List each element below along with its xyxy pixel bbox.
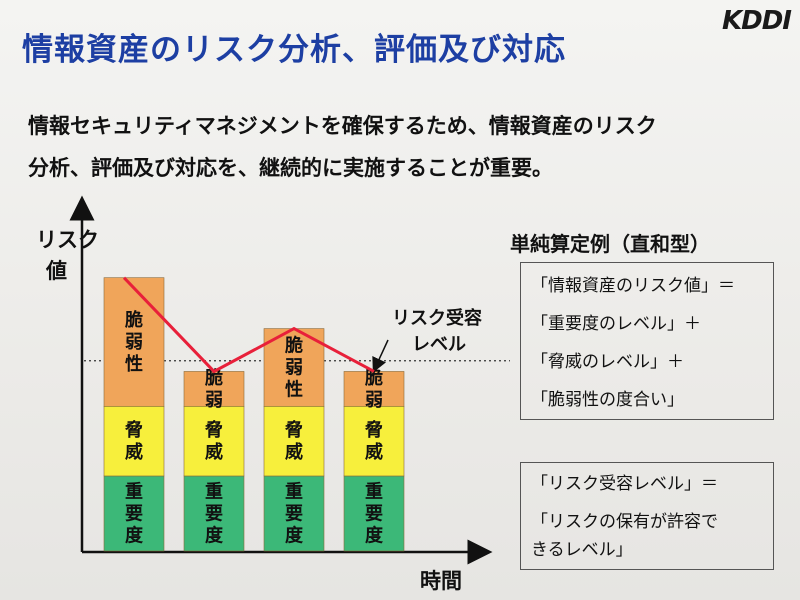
bar-label-脅威-3: 威 <box>285 441 303 463</box>
bar-segment-脅威-2 <box>183 405 245 477</box>
bar-segment-脆弱性-1 <box>103 277 165 407</box>
kddi-logo: KDDI <box>722 6 792 36</box>
formula-line-3: 「脅威のレベル」＋ <box>531 352 684 372</box>
bar-label-脆弱性-1: 性 <box>125 353 143 375</box>
bar-label-重要度-4: 重 <box>365 480 383 502</box>
bar-label-重要度-1: 要 <box>125 503 143 524</box>
bar-label-脅威-4: 威 <box>365 441 383 463</box>
bar-segment-脅威-3 <box>263 405 325 477</box>
intro-line-2: 分析、評価及び対応を、継続的に実施することが重要。 <box>28 156 553 180</box>
bar-label-脅威-2: 威 <box>205 441 223 463</box>
slide-title: 情報資産のリスク分析、評価及び対応 <box>22 32 566 68</box>
threshold-label-line-1: リスク受容 <box>392 307 482 329</box>
bar-segment-重要度-4 <box>343 475 405 552</box>
bar-segment-脆弱性-2 <box>183 371 245 407</box>
risk-value-line <box>122 276 375 374</box>
bar-segment-重要度-3 <box>263 475 325 552</box>
formula-box: 「情報資産のリスク値」＝ 「重要度のレベル」＋ 「脅威のレベル」＋ 「脆弱性の度… <box>520 262 774 420</box>
formula-line-2: 「重要度のレベル」＋ <box>531 314 701 334</box>
threshold-pointer <box>372 339 389 373</box>
bar-segment-脅威-4 <box>343 405 405 477</box>
bar-label-重要度-4: 度 <box>365 524 384 546</box>
bar-label-脅威-1: 威 <box>125 441 143 463</box>
bar-label-重要度-1: 重 <box>125 480 143 502</box>
bar-label-脆弱性-3: 脆 <box>284 334 303 356</box>
y-axis-label-line-2: 値 <box>45 259 67 283</box>
formula-line-1: 「情報資産のリスク値」＝ <box>531 276 735 296</box>
bar-label-脆弱性-3: 弱 <box>285 357 303 378</box>
bar-label-脆弱性-1: 脆 <box>124 309 143 331</box>
x-axis-label: 時間 <box>420 569 462 593</box>
bar-label-重要度-2: 重 <box>205 480 223 502</box>
bar-segment-重要度-2 <box>183 475 245 552</box>
bar-label-重要度-3: 度 <box>285 524 304 546</box>
bar-label-重要度-2: 要 <box>205 503 223 524</box>
acceptance-line-1: 「リスク受容レベル」＝ <box>531 474 718 494</box>
bar-label-重要度-3: 重 <box>285 480 303 502</box>
bar-label-重要度-2: 度 <box>205 524 224 546</box>
bar-label-脅威-3: 脅 <box>284 419 303 441</box>
bar-label-脆弱性-2: 弱 <box>205 390 223 411</box>
formula-line-4: 「脆弱性の度合い」 <box>531 390 684 410</box>
bar-segment-脆弱性-3 <box>263 328 325 407</box>
bar-label-脅威-4: 脅 <box>364 419 383 441</box>
bar-label-脆弱性-1: 弱 <box>125 332 143 353</box>
intro-line-1: 情報セキュリティマネジメントを確保するため、情報資産のリスク <box>28 114 657 138</box>
bar-label-脆弱性-2: 脆 <box>204 367 223 389</box>
threshold-label-line-2: レベル <box>412 334 466 355</box>
acceptance-box: 「リスク受容レベル」＝ 「リスクの保有が許容で きるレベル」 <box>520 462 774 570</box>
example-heading: 単純算定例（直和型） <box>510 232 710 256</box>
bar-label-重要度-4: 要 <box>365 503 383 524</box>
bar-label-重要度-1: 度 <box>125 524 144 546</box>
acceptance-line-3: きるレベル」 <box>531 540 633 560</box>
acceptance-line-2: 「リスクの保有が許容で <box>531 512 718 532</box>
bar-label-脆弱性-3: 性 <box>285 378 303 400</box>
bar-segment-脅威-1 <box>103 405 165 477</box>
bar-label-脆弱性-4: 脆 <box>364 367 383 389</box>
y-axis-label-line-1: リスク <box>36 228 99 252</box>
bar-label-重要度-3: 要 <box>285 503 303 524</box>
bar-label-脅威-1: 脅 <box>124 419 143 441</box>
bar-label-脆弱性-4: 弱 <box>365 390 383 411</box>
bar-segment-脆弱性-4 <box>343 371 405 407</box>
bar-label-脅威-2: 脅 <box>204 419 223 441</box>
